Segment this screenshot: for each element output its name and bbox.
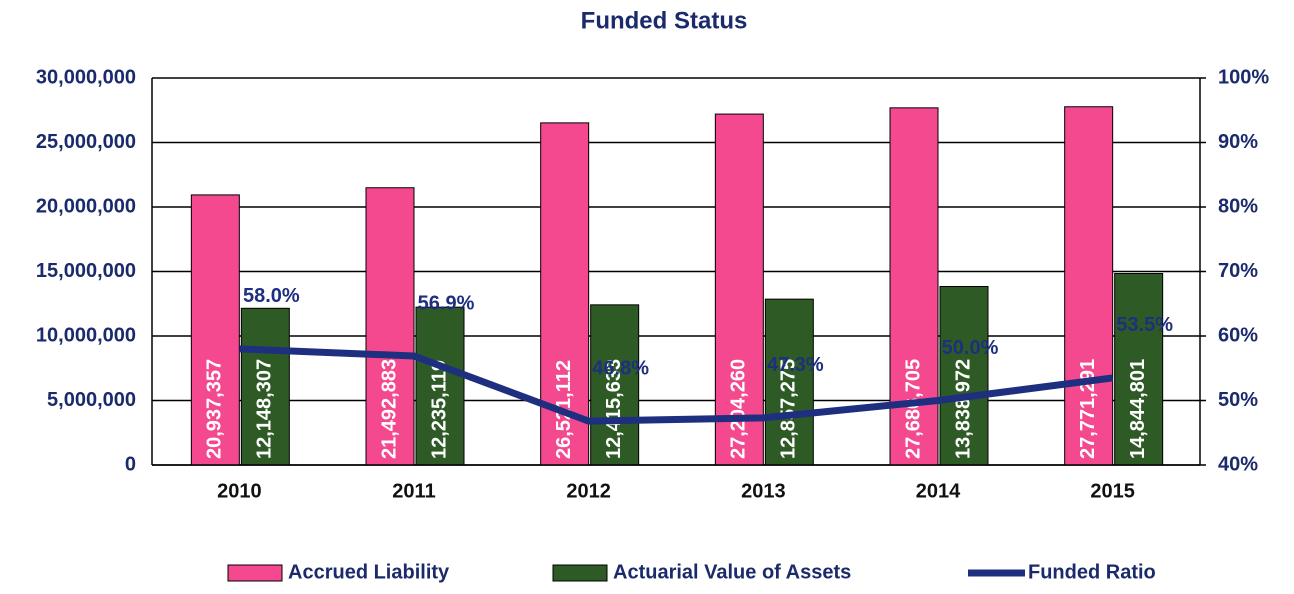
y-tick-label: 0 — [125, 453, 136, 475]
x-tick-label: 2012 — [566, 480, 611, 502]
line-value-label: 50.0% — [942, 337, 999, 359]
bar — [1114, 273, 1164, 466]
line-value-label: 47.3% — [767, 354, 824, 376]
x-tick-label: 2015 — [1090, 480, 1135, 502]
y-tick-label: 15,000,000 — [36, 260, 136, 282]
bar-value-label: 20,937,357 — [204, 359, 226, 459]
x-tick-label: 2014 — [916, 480, 961, 502]
legend-swatch — [552, 564, 608, 582]
bar-value-label: 27,204,260 — [728, 359, 750, 459]
legend-swatch — [227, 564, 283, 582]
y-tick-label: 10,000,000 — [36, 324, 136, 346]
bar — [240, 307, 290, 466]
line-value-label: 53.5% — [1116, 314, 1173, 336]
chart-title: Funded Status — [581, 7, 748, 34]
y-tick-label: 5,000,000 — [47, 389, 136, 411]
bar-value-label: 27,686,705 — [902, 359, 924, 459]
line — [239, 345, 1114, 425]
legend-label: Actuarial Value of Assets — [613, 561, 851, 583]
y2-tick-label: 90% — [1218, 131, 1258, 153]
legend-label: Funded Ratio — [1028, 561, 1156, 583]
y2-tick-label: 60% — [1218, 324, 1258, 346]
bar-value-label: 21,492,883 — [378, 359, 400, 459]
y2-tick-label: 70% — [1218, 260, 1258, 282]
y-tick-label: 25,000,000 — [36, 131, 136, 153]
bar — [764, 298, 814, 466]
legend-label: Accrued Liability — [288, 561, 450, 583]
bar-value-label: 14,844,801 — [1127, 359, 1149, 459]
bar — [939, 285, 989, 466]
y2-tick-label: 80% — [1218, 195, 1258, 217]
bar-value-label: 12,148,307 — [254, 359, 276, 459]
x-tick-label: 2013 — [741, 480, 786, 502]
bar-value-label: 12,235,119 — [428, 360, 450, 459]
bar — [415, 306, 465, 466]
y2-tick-label: 50% — [1218, 389, 1258, 411]
line-value-label: 58.0% — [243, 285, 300, 307]
y2-tick-label: 100% — [1218, 66, 1269, 88]
bar-value-label: 12,415,633 — [603, 359, 625, 459]
bar — [1064, 106, 1114, 466]
y2-tick-label: 40% — [1218, 453, 1258, 475]
bar — [714, 113, 764, 466]
y-tick-label: 20,000,000 — [36, 195, 136, 217]
line-value-label: 46.8% — [592, 357, 649, 379]
bar-value-label: 27,771,291 — [1077, 359, 1099, 459]
bar — [590, 304, 640, 466]
x-tick-label: 2010 — [217, 480, 262, 502]
bar-value-label: 12,857,275 — [778, 359, 800, 459]
y-tick-label: 30,000,000 — [36, 66, 136, 88]
x-tick-label: 2011 — [392, 480, 435, 502]
line-value-label: 56.9% — [418, 292, 475, 314]
bar-value-label: 13,838,972 — [952, 359, 974, 459]
